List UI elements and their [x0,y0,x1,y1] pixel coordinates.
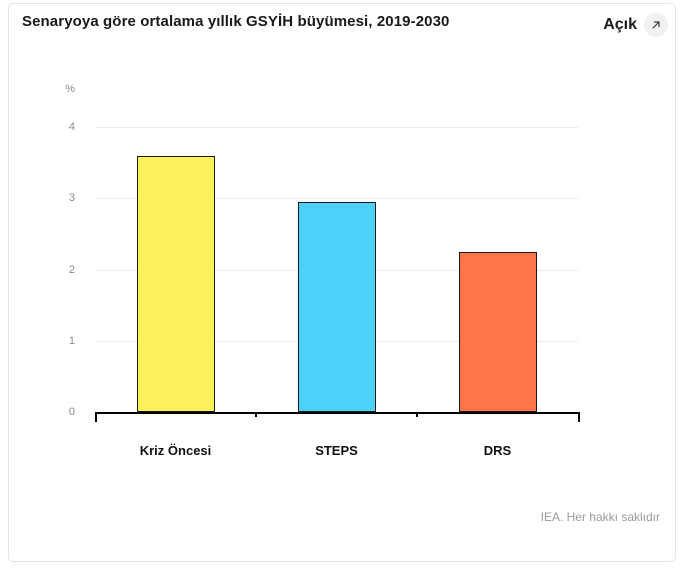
y-tick-label: 0 [68,406,75,418]
x-axis-tick [255,412,257,417]
x-axis-tick [416,412,418,417]
gridline [95,198,578,200]
y-axis-unit-label: % [65,83,75,95]
copyright-credit: IEA. Her hakkı saklıdır [540,510,660,524]
x-category-label: DRS [483,443,512,458]
bar-steps[interactable] [297,201,376,412]
x-category-label: STEPS [315,443,358,458]
y-tick-label: 2 [68,263,75,276]
open-button-label: Açık [603,16,637,33]
y-tick-label: 3 [68,192,75,205]
x-axis-tick [95,412,97,422]
open-button[interactable]: Açık [603,13,668,37]
bar-drs[interactable] [458,251,537,412]
arrow-up-right-icon [644,13,668,37]
y-tick-label: 1 [68,334,75,347]
x-category-label: Kriz Öncesi [139,443,212,458]
bar-kriz-ncesi[interactable] [136,155,215,412]
y-tick-label: 4 [68,121,75,133]
gridline [95,127,578,128]
chart-title: Senaryoya göre ortalama yıllık GSYİH büy… [22,13,450,30]
x-axis-line [95,412,578,414]
x-axis-tick [578,412,580,422]
